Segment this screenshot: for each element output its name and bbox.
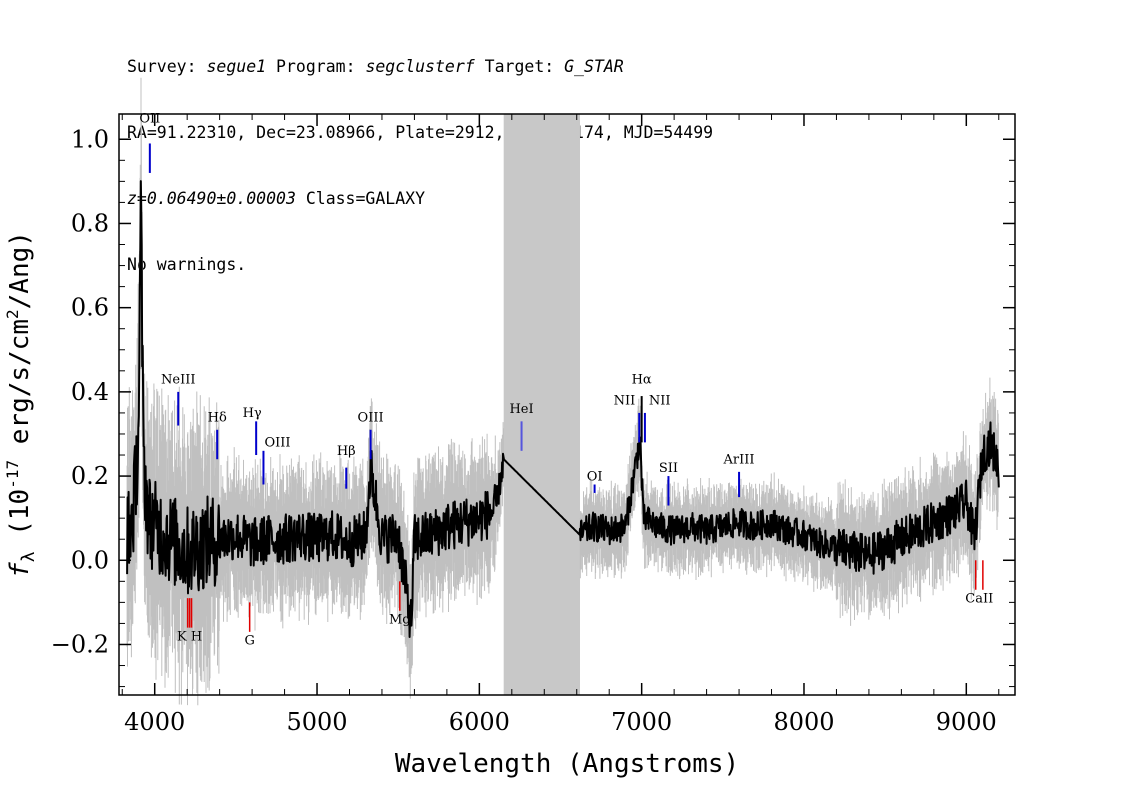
emission-line-label: SII bbox=[659, 461, 678, 476]
spectrum-header: Survey: segue1 Program: segclusterf Targ… bbox=[127, 12, 713, 298]
redshift-value: z=0.06490±0.00003 bbox=[127, 189, 296, 208]
emission-line-label: ArIII bbox=[723, 452, 755, 467]
emission-line-label: NeIII bbox=[161, 372, 195, 387]
emission-line-label: Hβ bbox=[337, 444, 356, 459]
header-line-coords: RA=91.22310, Dec=23.08966, Plate=2912, F… bbox=[127, 123, 714, 142]
target-name: G_STAR bbox=[564, 57, 624, 76]
header-line-redshift: z=0.06490±0.00003 Class=GALAXY bbox=[127, 188, 713, 210]
absorption-line-label: K H bbox=[177, 629, 202, 644]
plot-frame bbox=[118, 113, 1016, 696]
absorption-line-label: Mg bbox=[389, 612, 411, 627]
y-tick-label: 1.0 bbox=[71, 125, 109, 153]
y-tick-label: 0.4 bbox=[71, 378, 109, 406]
emission-line-label: NII bbox=[614, 394, 636, 409]
y-tick-label: 0.2 bbox=[71, 462, 109, 490]
x-tick-label: 5000 bbox=[286, 708, 347, 736]
program-name: segclusterf bbox=[365, 57, 475, 76]
x-tick-label: 7000 bbox=[611, 708, 672, 736]
emission-line-label: OIII bbox=[264, 436, 290, 451]
absorption-line-label: G bbox=[244, 633, 254, 648]
emission-line-label: OI bbox=[587, 469, 603, 484]
spectrum-layer bbox=[126, 180, 1000, 638]
class-value: Class=GALAXY bbox=[295, 189, 426, 208]
x-tick-label: 4000 bbox=[124, 708, 185, 736]
emission-line-label: Hδ bbox=[208, 410, 227, 425]
axes-layer: 4000 5000 6000 7000 8000 9000 −0.2 0.0 0.2 0.4 0.6… bbox=[51, 113, 1016, 736]
spectrum-line bbox=[126, 180, 1000, 638]
emission-line-label: NII bbox=[649, 394, 671, 409]
y-tick-label: 0.0 bbox=[71, 546, 109, 574]
emission-line-label: Hγ bbox=[243, 406, 262, 421]
x-axis-title: Wavelength (Angstroms) bbox=[395, 749, 739, 779]
x-tick-label: 6000 bbox=[449, 708, 510, 736]
masked-region-layer bbox=[503, 114, 580, 695]
y-tick-label: 0.8 bbox=[71, 209, 109, 237]
survey-name: segue1 bbox=[206, 57, 267, 76]
masked-region bbox=[503, 114, 580, 695]
emission-line-label: OIII bbox=[358, 410, 384, 425]
header-line-survey: Survey: segue1 Program: segclusterf Targ… bbox=[127, 57, 624, 76]
emission-line-label: HeI bbox=[509, 402, 533, 417]
y-tick-label: 0.6 bbox=[71, 294, 109, 322]
emission-line-label: Hα bbox=[632, 372, 652, 387]
absorption-line-label: CaII bbox=[965, 591, 993, 606]
y-tick-label: −0.2 bbox=[51, 630, 109, 658]
x-tick-label: 9000 bbox=[936, 708, 997, 736]
y-axis-title: fλ (10-17 erg/s/cm2/Ang) bbox=[3, 231, 39, 578]
x-tick-label: 8000 bbox=[773, 708, 834, 736]
